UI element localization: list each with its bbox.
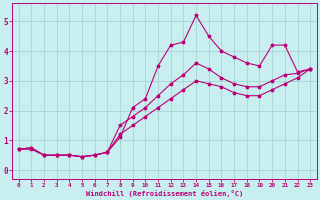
- X-axis label: Windchill (Refroidissement éolien,°C): Windchill (Refroidissement éolien,°C): [86, 190, 243, 197]
